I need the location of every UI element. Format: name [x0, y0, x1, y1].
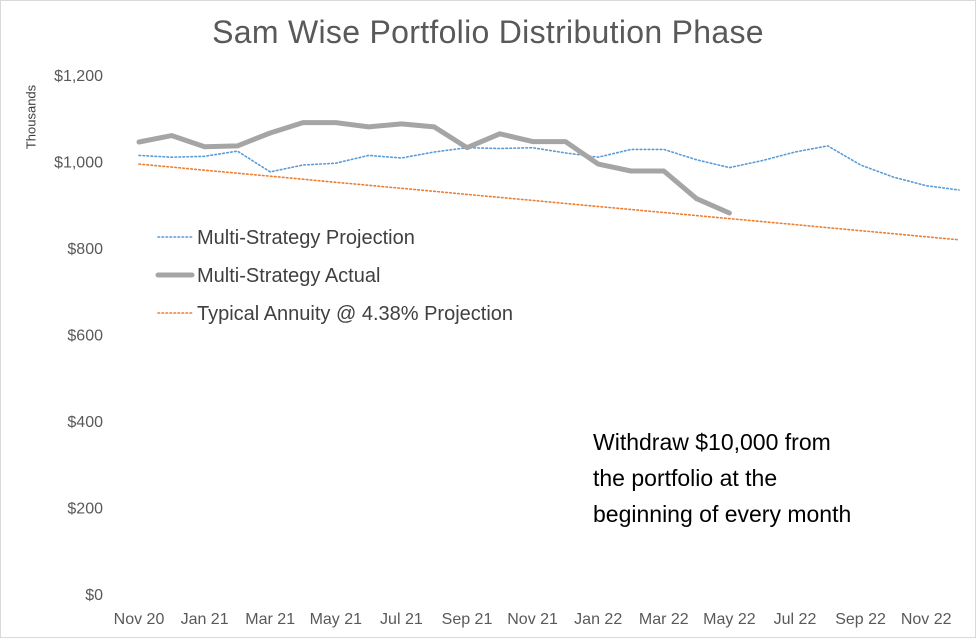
- annotation-line-1: Withdraw $10,000 from: [593, 429, 831, 455]
- chart-title: Sam Wise Portfolio Distribution Phase: [212, 14, 764, 50]
- x-tick-label: Jul 21: [380, 611, 423, 628]
- x-tick-label: Nov 22: [901, 611, 952, 628]
- series-line-1: [138, 145, 960, 191]
- series-line-3: [138, 163, 960, 241]
- legend: Multi-Strategy Projection Multi-Strategy …: [155, 227, 513, 325]
- x-tick-label: Sep 22: [835, 611, 886, 628]
- annotation-line-2: the portfolio at the: [593, 465, 778, 491]
- legend-label: Typical Annuity @ 4.38% Projection: [197, 303, 513, 325]
- x-tick-label: Jan 22: [574, 611, 622, 628]
- y-tick-label: $1,200: [54, 68, 103, 85]
- legend-label: Multi-Strategy Actual: [197, 265, 380, 287]
- x-tick-label: Jul 22: [774, 611, 817, 628]
- series-line-2: [136, 120, 732, 216]
- x-tick-label: May 21: [310, 611, 363, 628]
- y-tick-label: $600: [67, 328, 103, 345]
- y-tick-label: $800: [67, 241, 103, 258]
- x-tick-label: Sep 21: [442, 611, 493, 628]
- y-tick-label: $200: [67, 501, 103, 518]
- series-lines: [136, 120, 960, 241]
- annotation-line-3: beginning of every month: [593, 501, 852, 527]
- y-tick-label: $0: [85, 587, 103, 604]
- x-tick-label: Mar 22: [639, 611, 689, 628]
- y-tick-label: $400: [67, 414, 103, 431]
- x-tick-label: Nov 20: [114, 611, 165, 628]
- x-tick-label: Jan 21: [181, 611, 229, 628]
- x-tick-label: Mar 21: [245, 611, 295, 628]
- x-tick-label: May 22: [703, 611, 756, 628]
- y-tick-labels: $0 $200 $400 $600 $800 $1,000 $1,200: [54, 68, 103, 604]
- y-tick-label: $1,000: [54, 155, 103, 172]
- withdrawal-annotation: Withdraw $10,000 from the portfolio at t…: [593, 424, 923, 532]
- legend-label: Multi-Strategy Projection: [197, 227, 415, 249]
- x-tick-label: Nov 21: [507, 611, 558, 628]
- x-tick-labels: Nov 20 Jan 21 Mar 21 May 21 Jul 21 Sep 21 Nov …: [114, 611, 952, 628]
